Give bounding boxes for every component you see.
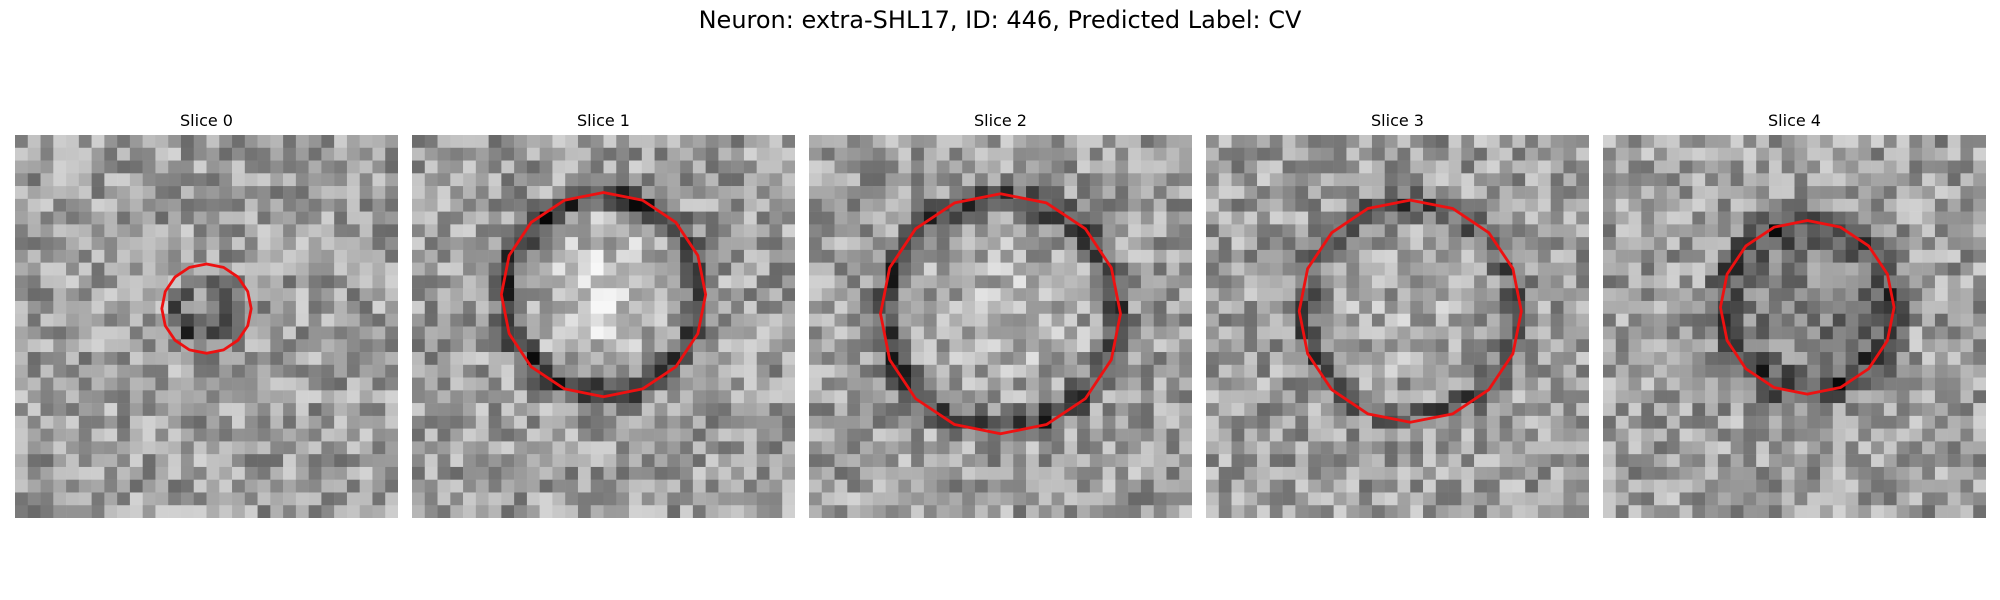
roi-contour (1719, 219, 1896, 396)
roi-contour (499, 191, 708, 399)
slice-image (412, 135, 795, 518)
roi-contour (879, 192, 1122, 436)
slice-image (1206, 135, 1589, 518)
slice-title: Slice 2 (974, 111, 1027, 130)
slice-title: Slice 3 (1371, 111, 1424, 130)
slice-image (809, 135, 1192, 518)
slice-image (1603, 135, 1986, 518)
roi-contour (1297, 198, 1523, 424)
figure-title: Neuron: extra-SHL17, ID: 446, Predicted … (698, 6, 1302, 34)
slice-panel-0: Slice 0 (15, 110, 398, 518)
slice-title: Slice 0 (180, 111, 233, 130)
roi-contour (160, 262, 253, 355)
slice-image (15, 135, 398, 518)
slice-panel-1: Slice 1 (412, 110, 795, 518)
slice-panel-2: Slice 2 (809, 110, 1192, 518)
slice-panel-3: Slice 3 (1206, 110, 1589, 518)
slice-title: Slice 1 (577, 111, 630, 130)
slice-panel-4: Slice 4 (1603, 110, 1986, 518)
slice-title: Slice 4 (1768, 111, 1821, 130)
